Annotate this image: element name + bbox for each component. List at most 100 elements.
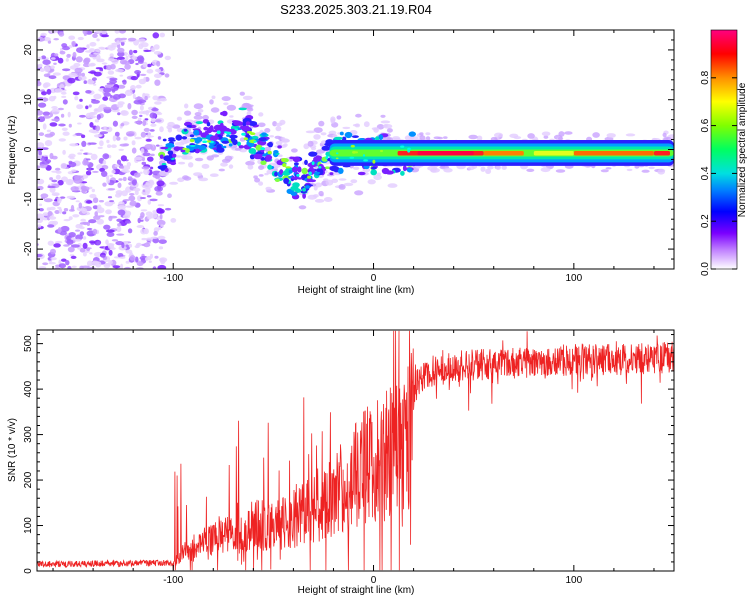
noise-blob xyxy=(141,209,148,211)
noise-blob xyxy=(120,166,124,169)
noise-blob xyxy=(103,160,107,165)
signal-blob xyxy=(239,145,245,148)
noise-blob xyxy=(99,200,104,202)
signal-blob xyxy=(292,167,298,173)
halo-blob xyxy=(353,124,359,127)
noise-blob xyxy=(43,82,50,87)
noise-blob xyxy=(153,32,160,38)
noise-blob xyxy=(63,99,68,104)
colorbar-tick-label: 0.2 xyxy=(700,214,711,228)
signal-blob xyxy=(217,144,222,150)
noise-blob xyxy=(158,227,162,230)
noise-blob xyxy=(77,152,82,154)
noise-blob xyxy=(141,148,145,153)
noise-blob xyxy=(154,186,163,192)
signal-blob xyxy=(222,111,228,117)
noise-blob xyxy=(138,218,141,223)
noise-blob xyxy=(159,239,167,244)
halo-blob xyxy=(311,147,316,150)
noise-blob xyxy=(69,154,76,158)
noise-blob xyxy=(73,134,77,136)
hot-spot xyxy=(318,166,321,169)
noise-blob xyxy=(132,140,136,145)
noise-blob xyxy=(89,194,96,198)
halo-blob xyxy=(564,131,572,135)
signal-blob xyxy=(176,135,183,141)
noise-blob xyxy=(65,260,69,265)
noise-blob xyxy=(89,240,95,243)
noise-blob xyxy=(103,225,110,230)
signal-blob xyxy=(168,139,176,142)
signal-blob xyxy=(370,169,377,175)
noise-blob xyxy=(117,104,124,108)
signal-blob xyxy=(260,160,266,165)
noise-blob xyxy=(170,218,176,223)
y-tick-label: 0 xyxy=(23,146,34,152)
noise-blob xyxy=(91,100,100,104)
noise-blob xyxy=(158,204,165,206)
noise-blob xyxy=(62,211,66,214)
signal-blob xyxy=(168,151,174,155)
halo-blob xyxy=(383,124,393,129)
hot-spot xyxy=(282,163,286,167)
noise-blob xyxy=(81,141,86,147)
halo-blob xyxy=(210,173,219,177)
colorbar-label: Normalized spectral amplitude xyxy=(737,82,748,217)
noise-blob xyxy=(60,51,66,55)
signal-blob xyxy=(265,155,272,161)
colorbar-tick-label: 0.8 xyxy=(700,70,711,84)
halo-blob xyxy=(223,102,228,105)
noise-blob xyxy=(138,43,143,49)
noise-blob xyxy=(110,95,113,98)
noise-blob xyxy=(122,80,126,85)
noise-blob xyxy=(50,28,58,34)
signal-blob xyxy=(308,152,317,157)
noise-blob xyxy=(154,101,162,104)
noise-blob xyxy=(53,72,61,75)
noise-blob xyxy=(125,90,133,96)
halo-blob xyxy=(265,187,271,191)
noise-blob xyxy=(108,243,113,249)
halo-blob xyxy=(240,92,245,96)
noise-blob xyxy=(140,74,147,76)
halo-blob xyxy=(253,175,258,178)
noise-blob xyxy=(140,197,146,199)
halo-blob xyxy=(318,191,323,196)
noise-blob xyxy=(75,68,83,73)
halo-blob xyxy=(194,103,204,109)
noise-blob xyxy=(100,131,108,134)
halo-blob xyxy=(487,166,494,170)
noise-blob xyxy=(40,33,46,37)
noise-blob xyxy=(140,105,144,111)
y-tick-label: -20 xyxy=(23,241,34,256)
noise-blob xyxy=(116,219,122,222)
noise-blob xyxy=(130,255,136,261)
noise-blob xyxy=(78,37,84,40)
noise-blob xyxy=(99,140,104,146)
halo-blob xyxy=(315,199,324,203)
noise-blob xyxy=(142,166,150,169)
noise-blob xyxy=(132,148,137,154)
noise-blob xyxy=(89,42,96,47)
hot-spot xyxy=(325,156,328,160)
hot-spot xyxy=(253,141,256,143)
noise-blob xyxy=(75,230,80,232)
noise-blob xyxy=(147,157,154,162)
halo-blob xyxy=(354,190,363,195)
halo-blob xyxy=(542,132,551,137)
noise-blob xyxy=(50,122,58,126)
signal-blob xyxy=(226,134,230,137)
halo-blob xyxy=(299,205,307,209)
halo-blob xyxy=(373,175,382,181)
hot-spot xyxy=(350,157,355,159)
hot-spot xyxy=(407,149,410,153)
signal-blob xyxy=(196,121,203,124)
noise-blob xyxy=(137,261,144,266)
halo-blob xyxy=(198,109,204,113)
noise-blob xyxy=(86,44,89,49)
noise-blob xyxy=(165,208,171,211)
noise-blob xyxy=(160,259,165,264)
halo-blob xyxy=(381,120,391,123)
halo-blob xyxy=(339,178,347,181)
noise-blob xyxy=(69,232,76,237)
